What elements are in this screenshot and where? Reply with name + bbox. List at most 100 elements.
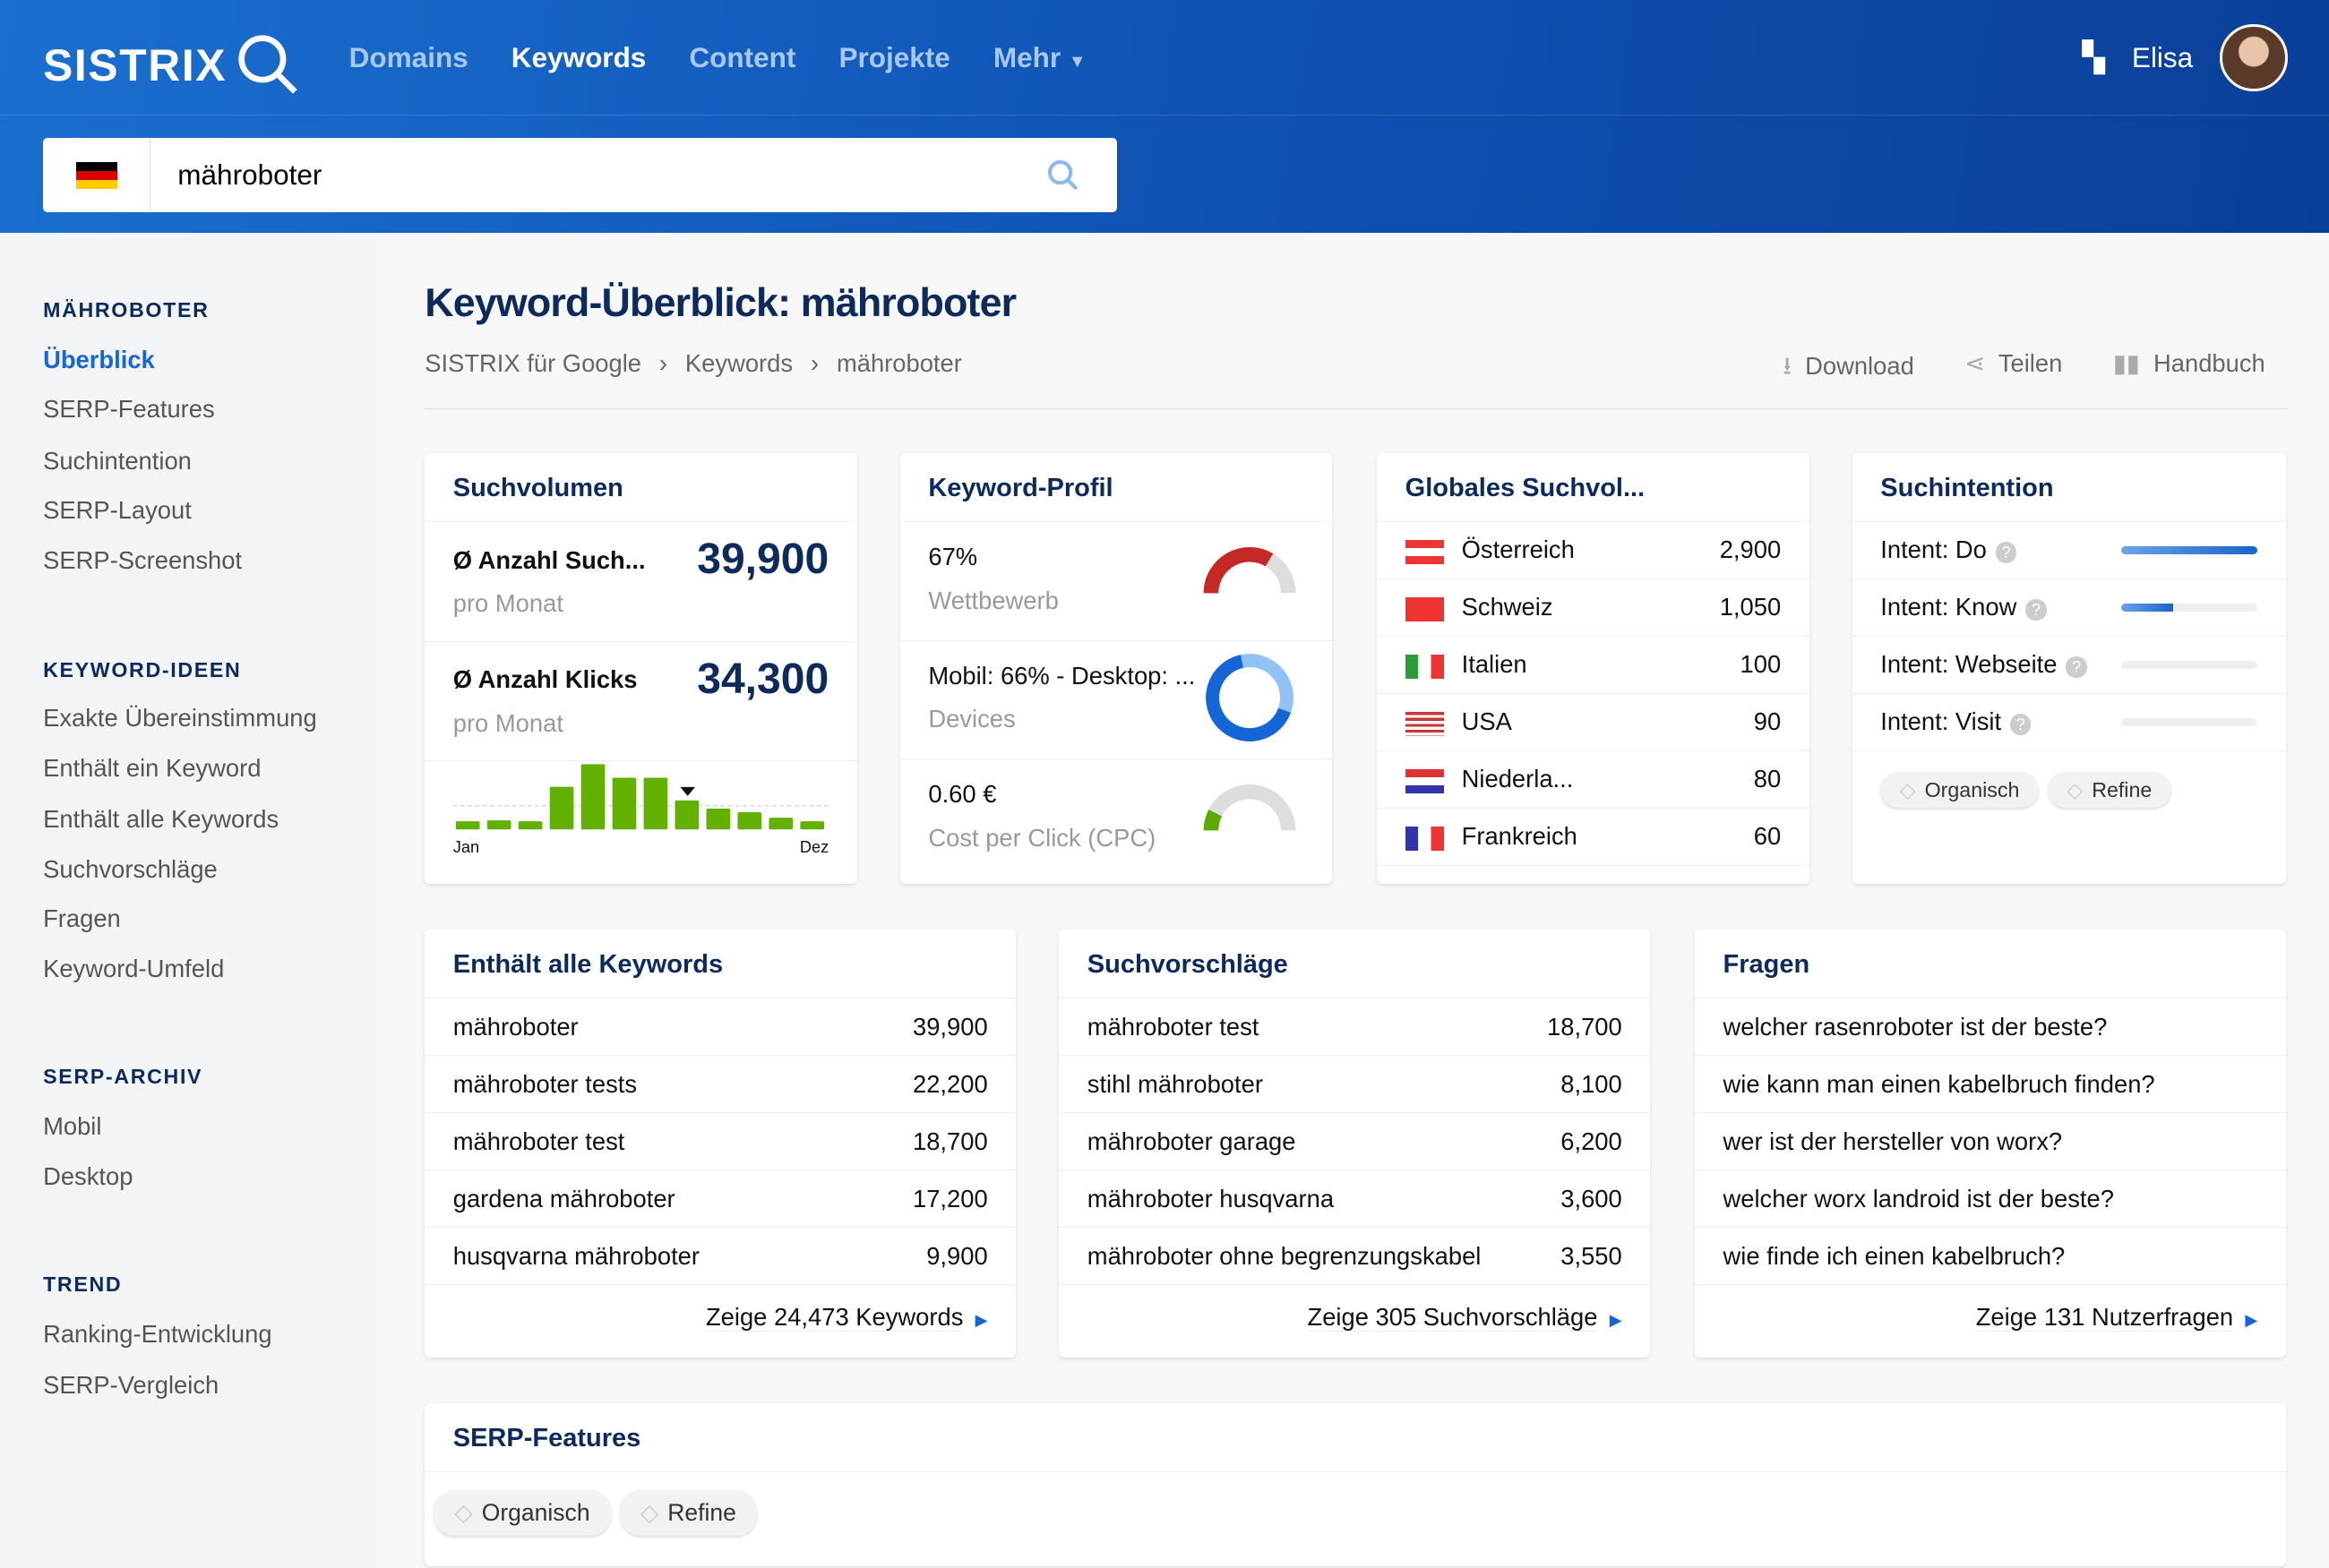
country-flag-icon <box>1405 768 1444 793</box>
sidebar-item-serp-layout[interactable]: SERP-Layout <box>43 495 192 524</box>
avatar[interactable] <box>2219 23 2288 92</box>
download-button[interactable]: ⭳ Download <box>1783 351 1914 380</box>
nav-projekte[interactable]: Projekte <box>838 41 950 74</box>
monthly-volume-chart <box>452 764 829 830</box>
item-label: mähroboter tests <box>452 1069 638 1098</box>
help-icon[interactable]: ? <box>2010 714 2032 735</box>
list-item[interactable]: husqvarna mähroboter 9,900 <box>425 1228 1017 1286</box>
bar-Jul[interactable] <box>643 777 668 830</box>
bar-Mär[interactable] <box>518 821 543 830</box>
apps-grid-icon[interactable]: ▚ <box>2082 41 2106 75</box>
country-row[interactable]: USA 90 <box>1377 694 1809 751</box>
intent-row: Intent: Visit? <box>1852 694 2286 751</box>
serp-features-card: SERP-Features ◇ Organisch ◇ Refine <box>425 1402 2286 1567</box>
country-row[interactable]: Schweiz 1,050 <box>1377 579 1809 637</box>
list-item[interactable]: stihl mähroboter 8,100 <box>1059 1056 1651 1114</box>
chip-refine[interactable]: ◇ Refine <box>619 1490 758 1536</box>
sidebar-item-serp-screenshot[interactable]: SERP-Screenshot <box>43 546 243 575</box>
breadcrumb-item[interactable]: Keywords <box>684 348 794 377</box>
item-label: mähroboter husqvarna <box>1087 1184 1335 1212</box>
bar-Mai[interactable] <box>580 764 606 830</box>
show-more-link[interactable]: Zeige 131 Nutzerfragen ▶ <box>1975 1303 2258 1332</box>
bar-Jan[interactable] <box>456 821 480 830</box>
list-item[interactable]: mähroboter garage 6,200 <box>1059 1113 1651 1171</box>
list-item[interactable]: wie kann man einen kabelbruch finden? <box>1694 1056 2286 1114</box>
country-row[interactable]: Niederla... 80 <box>1377 751 1809 809</box>
item-label: wie finde ich einen kabelbruch? <box>1723 1241 2066 1270</box>
all-keywords-card: Enthält alle Keywords mähroboter 39,900 mäh… <box>425 930 1017 1358</box>
list-item[interactable]: welcher worx landroid ist der beste? <box>1694 1170 2286 1229</box>
search-intent-card: Suchintention Intent: Do? Intent: Know? In… <box>1852 452 2286 884</box>
sidebar-item-exakt[interactable]: Exakte Übereinstimmung <box>43 703 317 732</box>
bar-Feb[interactable] <box>487 820 511 830</box>
list-item[interactable]: mähroboter ohne begrenzungskabel 3,550 <box>1059 1228 1651 1286</box>
nav-content[interactable]: Content <box>689 41 796 74</box>
help-icon[interactable]: ? <box>1995 542 2017 563</box>
sidebar-heading: TREND <box>43 1272 123 1297</box>
bar-Dez[interactable] <box>800 821 825 830</box>
sidebar-item-enthaelt-ein[interactable]: Enthält ein Keyword <box>43 754 262 783</box>
avg-searches-label: Ø Anzahl Such... <box>452 545 646 574</box>
list-item[interactable]: mähroboter test 18,700 <box>425 1113 1017 1171</box>
intent-bar <box>2120 660 2258 670</box>
country-selector[interactable] <box>43 138 151 213</box>
card-title: Keyword-Profil <box>899 453 1333 522</box>
country-row[interactable]: Frankreich 60 <box>1377 809 1809 866</box>
handbook-button[interactable]: ▮▮ Handbuch <box>2112 348 2265 377</box>
list-item[interactable]: mähroboter husqvarna 3,600 <box>1059 1170 1651 1229</box>
item-value: 3,550 <box>1560 1241 1622 1270</box>
sidebar-item-ranking-entwicklung[interactable]: Ranking-Entwicklung <box>43 1320 272 1349</box>
list-item[interactable]: mähroboter test 18,700 <box>1059 998 1651 1057</box>
sidebar-item-serp-vergleich[interactable]: SERP-Vergleich <box>43 1370 219 1399</box>
page-actions: ⭳ Download ⋖ Teilen ▮▮ Handbuch <box>1783 349 2265 390</box>
country-row[interactable]: Italien 100 <box>1377 637 1809 694</box>
bar-Nov[interactable] <box>769 818 794 830</box>
show-more-link[interactable]: Zeige 24,473 Keywords ▶ <box>705 1303 988 1332</box>
logo[interactable]: SISTRIX <box>43 32 301 98</box>
chip-organisch[interactable]: ◇ Organisch <box>1880 772 2039 809</box>
bar-Apr[interactable] <box>549 786 574 830</box>
help-icon[interactable]: ? <box>2066 656 2087 678</box>
bar-Sep[interactable] <box>706 809 731 830</box>
sidebar-item-fragen[interactable]: Fragen <box>43 904 121 932</box>
sidebar-item-ueberblick[interactable]: Überblick <box>43 346 155 374</box>
sidebar-item-serp-features[interactable]: SERP-Features <box>43 395 215 424</box>
list-item[interactable]: wer ist der hersteller von worx? <box>1694 1113 2286 1171</box>
devices-label: Devices <box>928 705 1016 733</box>
sidebar-item-mobil[interactable]: Mobil <box>43 1111 102 1140</box>
nav-keywords[interactable]: Keywords <box>511 41 647 74</box>
sidebar-item-desktop[interactable]: Desktop <box>43 1162 133 1191</box>
list-item[interactable]: gardena mähroboter 17,200 <box>425 1170 1017 1229</box>
item-label: welcher rasenroboter ist der beste? <box>1723 1012 2108 1041</box>
help-icon[interactable]: ? <box>2025 599 2047 621</box>
sidebar-item-suchintention[interactable]: Suchintention <box>43 447 192 476</box>
chip-organisch[interactable]: ◇ Organisch <box>434 1490 611 1536</box>
bar-Aug[interactable] <box>675 801 700 830</box>
show-more-link[interactable]: Zeige 305 Suchvorschläge ▶ <box>1307 1303 1622 1332</box>
item-value: 22,200 <box>913 1069 988 1098</box>
sidebar-item-suchvorschlaege[interactable]: Suchvorschläge <box>43 855 218 884</box>
list-item[interactable]: welcher rasenroboter ist der beste? <box>1694 998 2286 1057</box>
list-item[interactable]: mähroboter 39,900 <box>425 998 1017 1057</box>
sidebar-item-enthaelt-alle[interactable]: Enthält alle Keywords <box>43 804 279 833</box>
intent-label: Intent: Webseite <box>1880 650 2058 679</box>
page-title: Keyword-Überblick: mähroboter <box>425 280 1017 326</box>
list-item[interactable]: mähroboter tests 22,200 <box>425 1056 1017 1114</box>
item-value: 6,200 <box>1560 1127 1622 1155</box>
divider <box>0 114 2329 116</box>
search-input[interactable] <box>150 157 1046 193</box>
user-name[interactable]: Elisa <box>2131 40 2194 73</box>
list-item[interactable]: wie finde ich einen kabelbruch? <box>1694 1228 2286 1286</box>
country-row[interactable]: Österreich 2,900 <box>1377 522 1809 579</box>
nav-mehr[interactable]: Mehr ▼ <box>993 41 1087 74</box>
share-button[interactable]: ⋖ Teilen <box>1964 348 2063 377</box>
item-value: 9,900 <box>926 1241 988 1270</box>
breadcrumb-item[interactable]: SISTRIX für Google <box>425 348 642 377</box>
sidebar-item-keyword-umfeld[interactable]: Keyword-Umfeld <box>43 955 225 983</box>
bar-Jun[interactable] <box>612 777 637 830</box>
country-name: Österreich <box>1461 536 1575 564</box>
nav-domains[interactable]: Domains <box>348 41 468 74</box>
chip-refine[interactable]: ◇ Refine <box>2047 772 2171 809</box>
bar-Okt[interactable] <box>737 812 762 830</box>
search-icon[interactable] <box>1045 158 1081 193</box>
